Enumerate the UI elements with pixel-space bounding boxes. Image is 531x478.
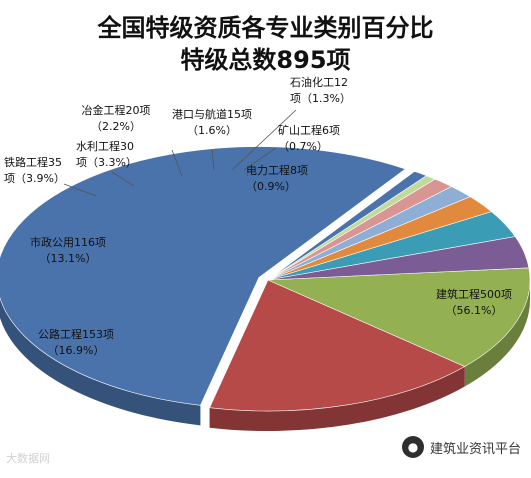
- slice-label-9: 电力工程8项（0.9%）: [246, 164, 308, 193]
- pie-slice-9: [267, 171, 428, 281]
- slice-label-8: 矿山工程6项（0.7%）: [278, 124, 340, 153]
- slice-label-4: 水利工程30 项（3.3%）: [76, 140, 137, 169]
- slice-label-5: 冶金工程20项（2.2%）: [82, 103, 151, 133]
- pie-slice-2: [267, 267, 531, 367]
- leader-line-4: [111, 171, 135, 187]
- leader-line-8: [243, 147, 277, 171]
- watermark-text: 大数据网: [6, 452, 50, 465]
- slice-label-2: 市政公用116项（13.1%）: [30, 235, 106, 265]
- pie-slice-1: [209, 279, 466, 412]
- chart-subtitle: 特级总数895项: [180, 46, 351, 74]
- leader-line-6: [211, 149, 215, 171]
- brand-tag: ● 建筑业资讯平台: [401, 436, 521, 458]
- slice-label-7: 石油化工12 项（1.3%）: [290, 75, 351, 105]
- brand-text: 建筑业资讯平台: [429, 441, 521, 457]
- slice-label-1: 公路工程153项（16.9%）: [38, 328, 114, 357]
- leader-line-5: [171, 149, 183, 177]
- leader-line-9: [245, 173, 249, 177]
- leader-line-7: [231, 109, 297, 171]
- pie-slice-side-0: [0, 297, 201, 426]
- pie-slice-side-1: [209, 366, 465, 431]
- slice-label-3: 铁路工程35 项（3.9%）: [4, 156, 65, 185]
- pie-slice-side-2: [464, 280, 530, 387]
- leader-line-3: [63, 183, 97, 197]
- wechat-icon: ●: [401, 436, 424, 458]
- slice-label-6: 港口与航道15项（1.6%）: [172, 107, 252, 137]
- chart-title: 全国特级资质各专业类别百分比: [97, 14, 434, 42]
- slice-label-0: 建筑工程500项（56.1%）: [436, 287, 512, 317]
- pie-slice-0: [0, 146, 406, 406]
